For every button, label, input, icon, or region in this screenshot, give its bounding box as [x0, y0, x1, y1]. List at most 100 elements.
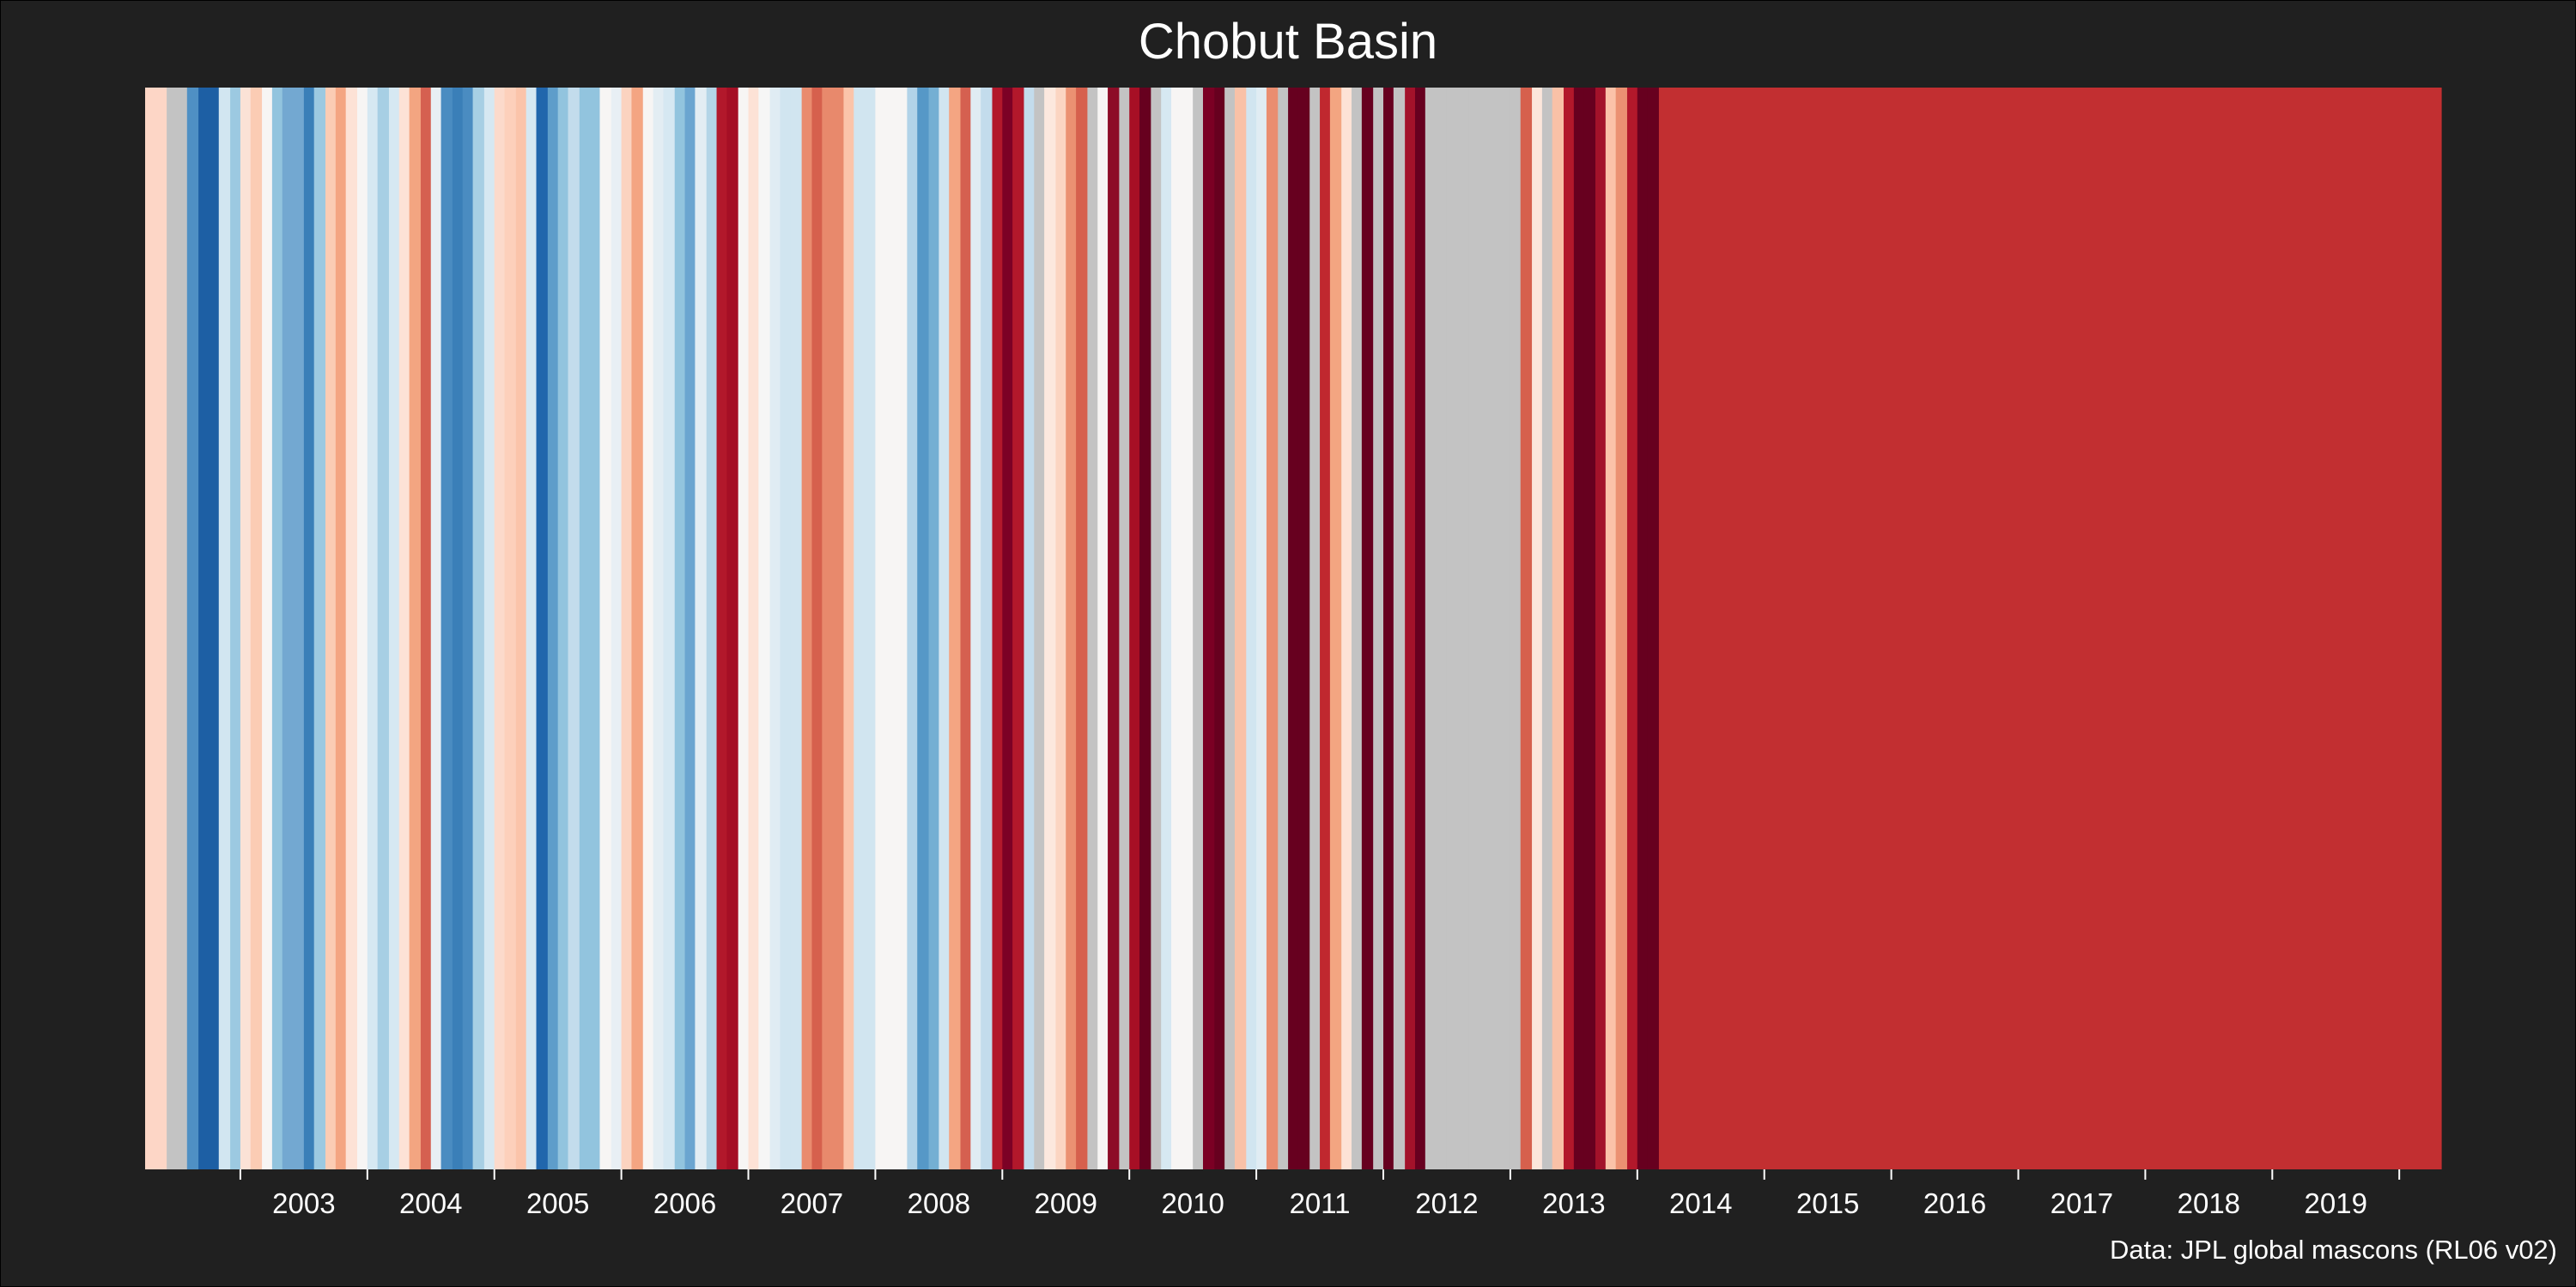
stripe-2008.42	[928, 88, 939, 1169]
stripe-2014.08	[1647, 88, 1660, 1169]
stripe-2013.67	[1595, 88, 1607, 1169]
stripe-2003.08	[250, 88, 263, 1169]
x-tick-label-2014: 2014	[1669, 1187, 1732, 1219]
stripe-2010.67	[1214, 88, 1225, 1169]
stripe-2014.17	[1658, 88, 2442, 1169]
stripe-2003.83	[345, 88, 358, 1169]
stripe-2009.67	[1087, 88, 1098, 1169]
x-tick-label-2003: 2003	[272, 1187, 335, 1219]
stripe-2012.92	[1500, 88, 1511, 1169]
stripe-2011.25	[1288, 88, 1299, 1169]
x-tick-label-2017: 2017	[2050, 1187, 2113, 1219]
stripe-2010.50	[1193, 88, 1204, 1169]
stripe-2004.92	[483, 88, 495, 1169]
stripe-2009.58	[1076, 88, 1088, 1169]
stripe-2004.58	[440, 88, 453, 1169]
stripe-2005.50	[557, 88, 569, 1169]
stripe-2004.25	[398, 88, 410, 1169]
stripe-2010.58	[1202, 88, 1215, 1169]
stripe-2002.42	[167, 88, 188, 1169]
x-tick-label-2009: 2009	[1035, 1187, 1097, 1219]
stripe-2012.58	[1456, 88, 1469, 1169]
stripe-2009.50	[1066, 88, 1077, 1169]
stripe-2011.50	[1320, 88, 1331, 1169]
stripe-2010.83	[1234, 88, 1247, 1169]
stripe-2010.17	[1151, 88, 1162, 1169]
stripe-2006.83	[726, 88, 739, 1169]
x-tick-label-2015: 2015	[1796, 1187, 1859, 1219]
stripe-2014.00	[1637, 88, 1649, 1169]
stripe-2004.50	[430, 88, 442, 1169]
stripes-layer	[145, 88, 2442, 1169]
x-tick-label-2010: 2010	[1161, 1187, 1224, 1219]
stripe-2008.67	[960, 88, 971, 1169]
stripe-2008.92	[992, 88, 1003, 1169]
stripe-2007.00	[748, 88, 759, 1169]
stripe-2007.50	[811, 88, 823, 1169]
stripe-2009.00	[1002, 88, 1013, 1169]
stripe-2002.58	[186, 88, 199, 1169]
stripe-2012.00	[1383, 88, 1394, 1169]
stripe-2011.33	[1297, 88, 1310, 1169]
stripe-2005.17	[515, 88, 527, 1169]
stripe-2009.75	[1097, 88, 1109, 1169]
stripe-2012.83	[1488, 88, 1501, 1169]
stripe-2012.50	[1446, 88, 1458, 1169]
data-source-caption: Data: JPL global mascons (RL06 v02)	[2110, 1235, 2557, 1265]
stripe-2004.83	[472, 88, 485, 1169]
stripe-2007.58	[822, 88, 845, 1169]
stripe-2006.58	[695, 88, 708, 1169]
x-tick-label-2005: 2005	[526, 1187, 589, 1219]
stripe-2004.33	[409, 88, 422, 1169]
stripe-2005.33	[536, 88, 549, 1169]
stripe-2012.67	[1468, 88, 1479, 1169]
x-tick-label-2018: 2018	[2178, 1187, 2240, 1219]
stripe-2013.50	[1573, 88, 1585, 1169]
stripe-2007.25	[780, 88, 791, 1169]
x-tick-label-2013: 2013	[1542, 1187, 1605, 1219]
stripe-2013.17	[1532, 88, 1543, 1169]
stripe-2006.00	[621, 88, 633, 1169]
stripe-2003.25	[271, 88, 283, 1169]
stripe-2006.33	[663, 88, 676, 1169]
stripe-2005.25	[526, 88, 538, 1169]
x-tick-label-2011: 2011	[1290, 1187, 1351, 1219]
stripe-2009.92	[1119, 88, 1130, 1169]
stripe-2005.92	[611, 88, 623, 1169]
stripe-2008.25	[907, 88, 918, 1169]
stripe-2013.33	[1552, 88, 1564, 1169]
stripe-2008.58	[949, 88, 962, 1169]
stripe-2010.08	[1139, 88, 1151, 1169]
stripe-2013.92	[1626, 88, 1638, 1169]
stripe-2008.50	[939, 88, 950, 1169]
x-tick-label-2016: 2016	[1923, 1187, 1986, 1219]
stripe-2013.42	[1564, 88, 1575, 1169]
x-tick-label-2004: 2004	[399, 1187, 462, 1219]
stripe-2013.58	[1583, 88, 1596, 1169]
stripe-2007.42	[801, 88, 813, 1169]
stripe-2011.08	[1266, 88, 1279, 1169]
stripe-2005.67	[579, 88, 601, 1169]
stripe-2008.75	[970, 88, 981, 1169]
stripe-2010.25	[1161, 88, 1172, 1169]
stripe-2010.33	[1171, 88, 1183, 1169]
stripe-2011.58	[1329, 88, 1342, 1169]
stripe-2003.75	[335, 88, 347, 1169]
stripe-2004.42	[420, 88, 432, 1169]
stripe-2002.92	[230, 88, 241, 1169]
stripe-2013.00	[1510, 88, 1522, 1169]
stripe-2006.50	[684, 88, 696, 1169]
stripe-2004.00	[367, 88, 379, 1169]
stripe-2011.00	[1256, 88, 1267, 1169]
stripe-2003.33	[282, 88, 305, 1169]
stripe-2011.75	[1352, 88, 1363, 1169]
x-tick-label-2006: 2006	[653, 1187, 716, 1219]
stripe-2010.42	[1182, 88, 1194, 1169]
stripe-2003.17	[262, 88, 273, 1169]
stripe-2007.33	[790, 88, 803, 1169]
stripe-2003.92	[356, 88, 368, 1169]
stripe-2006.75	[716, 88, 727, 1169]
stripe-2002.67	[198, 88, 220, 1169]
stripe-2012.75	[1478, 88, 1490, 1169]
stripe-2011.42	[1309, 88, 1321, 1169]
